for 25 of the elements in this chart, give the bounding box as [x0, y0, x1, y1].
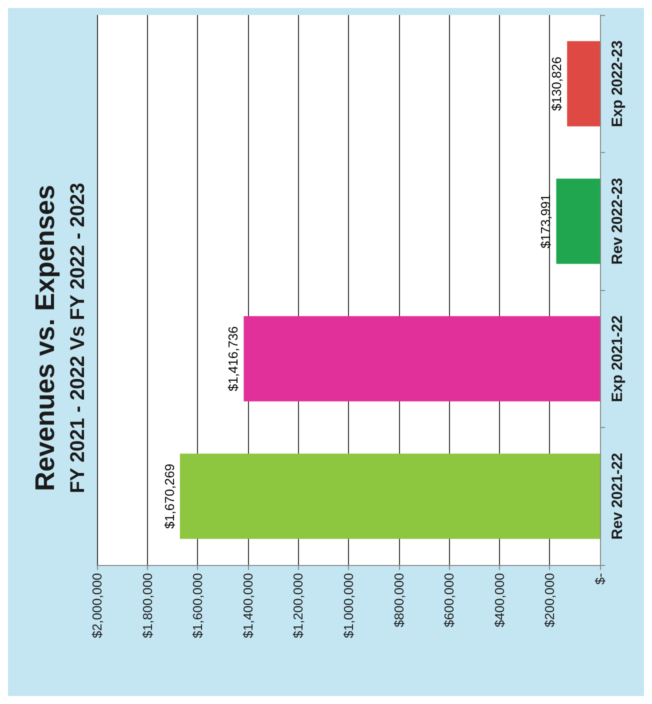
x-tick-label: $200,000: [542, 573, 558, 628]
y-tick-label: Rev 2021-22: [609, 452, 626, 540]
x-tick-label: $800,000: [391, 573, 406, 628]
x-tick-label: $1,200,000: [290, 573, 306, 638]
x-tick-label: $600,000: [442, 573, 457, 628]
y-tick-label: Exp 2022-23: [609, 40, 626, 128]
bar: [556, 178, 600, 264]
x-tick-label: $1,000,000: [341, 573, 356, 638]
data-label: $1,416,736: [226, 326, 241, 392]
bar: [180, 454, 600, 539]
x-tick-label: $2,000,000: [90, 573, 104, 638]
x-tick-label: $1,800,000: [140, 573, 155, 638]
x-tick-label: $1,600,000: [190, 573, 206, 638]
text: Revenues vs. Expenses: [30, 184, 60, 492]
x-tick-label: $-: [592, 573, 608, 585]
bar: [567, 41, 600, 126]
data-label: $130,826: [549, 56, 564, 111]
y-tick-label: Exp 2021-22: [609, 315, 626, 402]
data-label: $173,991: [538, 194, 554, 248]
y-tick-label: Rev 2022-23: [609, 178, 626, 265]
x-tick-label: $1,400,000: [240, 573, 256, 638]
bar: [244, 316, 600, 402]
data-label: $1,670,269: [162, 464, 177, 529]
x-tick-label: $400,000: [492, 573, 507, 628]
text: FY 2021 - 2022 Vs FY 2022 - 2023: [67, 182, 89, 494]
